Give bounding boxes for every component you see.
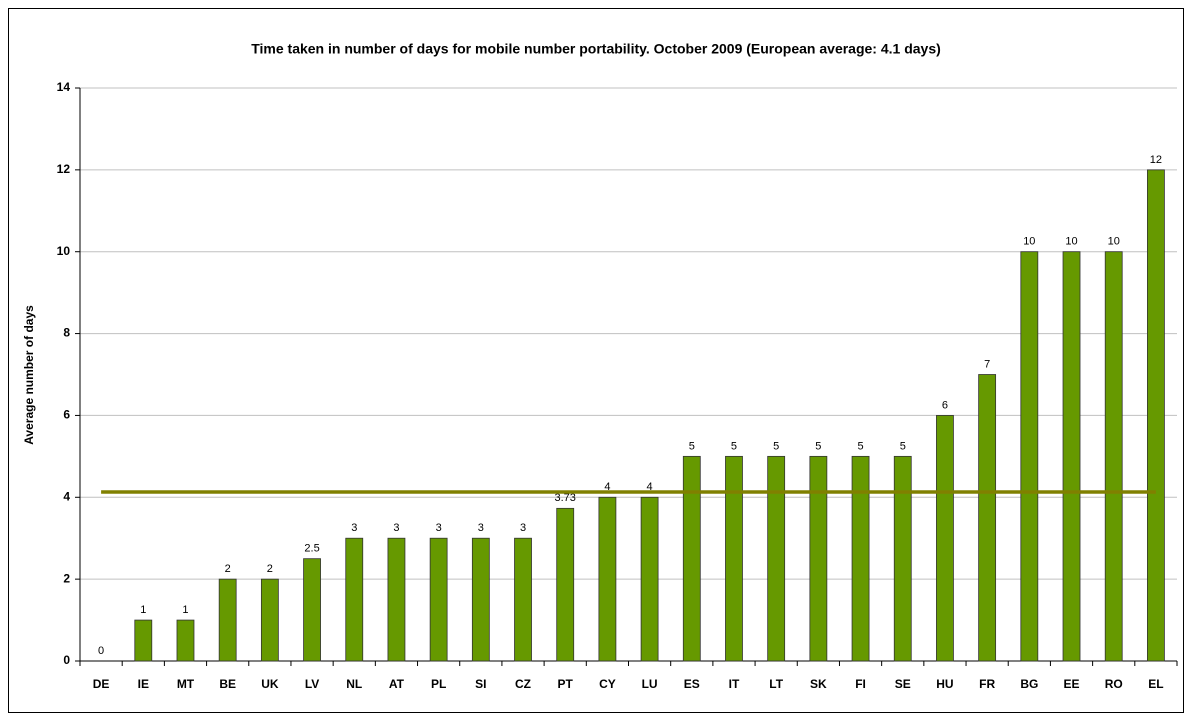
bar: [851, 455, 870, 662]
y-tick-label: 4: [63, 489, 70, 503]
data-label: 3.73: [555, 492, 576, 504]
data-label: 6: [942, 399, 948, 411]
x-tick-label: UK: [261, 677, 279, 691]
data-label: 10: [1108, 236, 1120, 248]
data-label: 1: [182, 604, 188, 616]
x-tick-label: LV: [305, 677, 319, 691]
data-label: 4: [604, 481, 610, 493]
x-tick-label: FI: [855, 677, 866, 691]
x-tick-label: SI: [475, 677, 486, 691]
data-label: 3: [520, 522, 526, 534]
data-label: 3: [351, 522, 357, 534]
bar: [345, 537, 364, 662]
x-tick-label: CY: [599, 677, 616, 691]
bar: [598, 496, 617, 662]
y-tick-label: 2: [63, 571, 70, 585]
x-tick-label: PT: [558, 677, 574, 691]
x-tick-label: EE: [1064, 677, 1080, 691]
data-label: 5: [773, 440, 779, 452]
bar: [1147, 169, 1165, 662]
x-tick-label: BE: [219, 677, 236, 691]
data-label: 2: [225, 563, 231, 575]
bar: [978, 374, 997, 662]
data-label: 0: [98, 645, 104, 657]
data-label: 5: [857, 440, 863, 452]
data-label: 5: [689, 440, 695, 452]
x-tick-label: HU: [936, 677, 953, 691]
x-tick-label: EL: [1148, 677, 1163, 691]
bar: [725, 455, 743, 662]
data-label: 5: [815, 440, 821, 452]
x-tick-label: PL: [431, 677, 446, 691]
x-tick-label: IT: [729, 677, 740, 691]
data-label: 5: [731, 440, 737, 452]
bar: [134, 619, 153, 662]
x-tick-label: SK: [810, 677, 827, 691]
bar: [471, 537, 490, 662]
data-label: 5: [900, 440, 906, 452]
bar: [809, 455, 828, 662]
data-label: 3: [478, 522, 484, 534]
y-tick-label: 14: [57, 80, 71, 94]
x-tick-label: RO: [1105, 677, 1123, 691]
data-label: 10: [1065, 236, 1077, 248]
data-label: 4: [647, 481, 653, 493]
data-label: 7: [984, 358, 990, 370]
x-tick-label: LU: [642, 677, 658, 691]
x-tick-label: LT: [769, 677, 783, 691]
x-tick-label: AT: [389, 677, 405, 691]
x-tick-label: FR: [979, 677, 995, 691]
bar: [640, 496, 659, 662]
bar: [176, 619, 195, 662]
x-tick-label: NL: [346, 677, 362, 691]
chart-title: Time taken in number of days for mobile …: [251, 41, 941, 57]
y-tick-label: 0: [63, 653, 70, 667]
data-label: 2: [267, 563, 273, 575]
bar: [387, 537, 406, 662]
x-tick-label: DE: [93, 677, 110, 691]
y-tick-label: 8: [63, 326, 70, 340]
bar: [514, 537, 532, 662]
bar: [1020, 251, 1039, 662]
data-label: 10: [1023, 236, 1035, 248]
bar: [429, 537, 448, 662]
y-axis-label: Average number of days: [22, 305, 36, 445]
x-tick-label: IE: [138, 677, 149, 691]
bar: [260, 578, 279, 662]
bar: [936, 415, 954, 662]
y-tick-label: 12: [57, 162, 71, 176]
bar: [767, 455, 786, 662]
x-tick-label: SE: [895, 677, 911, 691]
data-label: 3: [436, 522, 442, 534]
x-tick-label: ES: [684, 677, 700, 691]
bar: [1062, 251, 1081, 662]
y-tick-label: 10: [57, 244, 71, 258]
x-tick-label: CZ: [515, 677, 531, 691]
data-label: 2.5: [304, 543, 319, 555]
bar: [556, 507, 575, 662]
bar: [1104, 251, 1123, 662]
data-label: 1: [140, 604, 146, 616]
data-label: 12: [1150, 154, 1162, 166]
bar: [218, 578, 237, 662]
x-tick-label: MT: [177, 677, 195, 691]
x-tick-label: BG: [1020, 677, 1038, 691]
data-label: 3: [393, 522, 399, 534]
bar: [893, 455, 912, 662]
bar: [303, 558, 321, 662]
y-tick-label: 6: [63, 408, 70, 422]
bar: [682, 455, 701, 662]
